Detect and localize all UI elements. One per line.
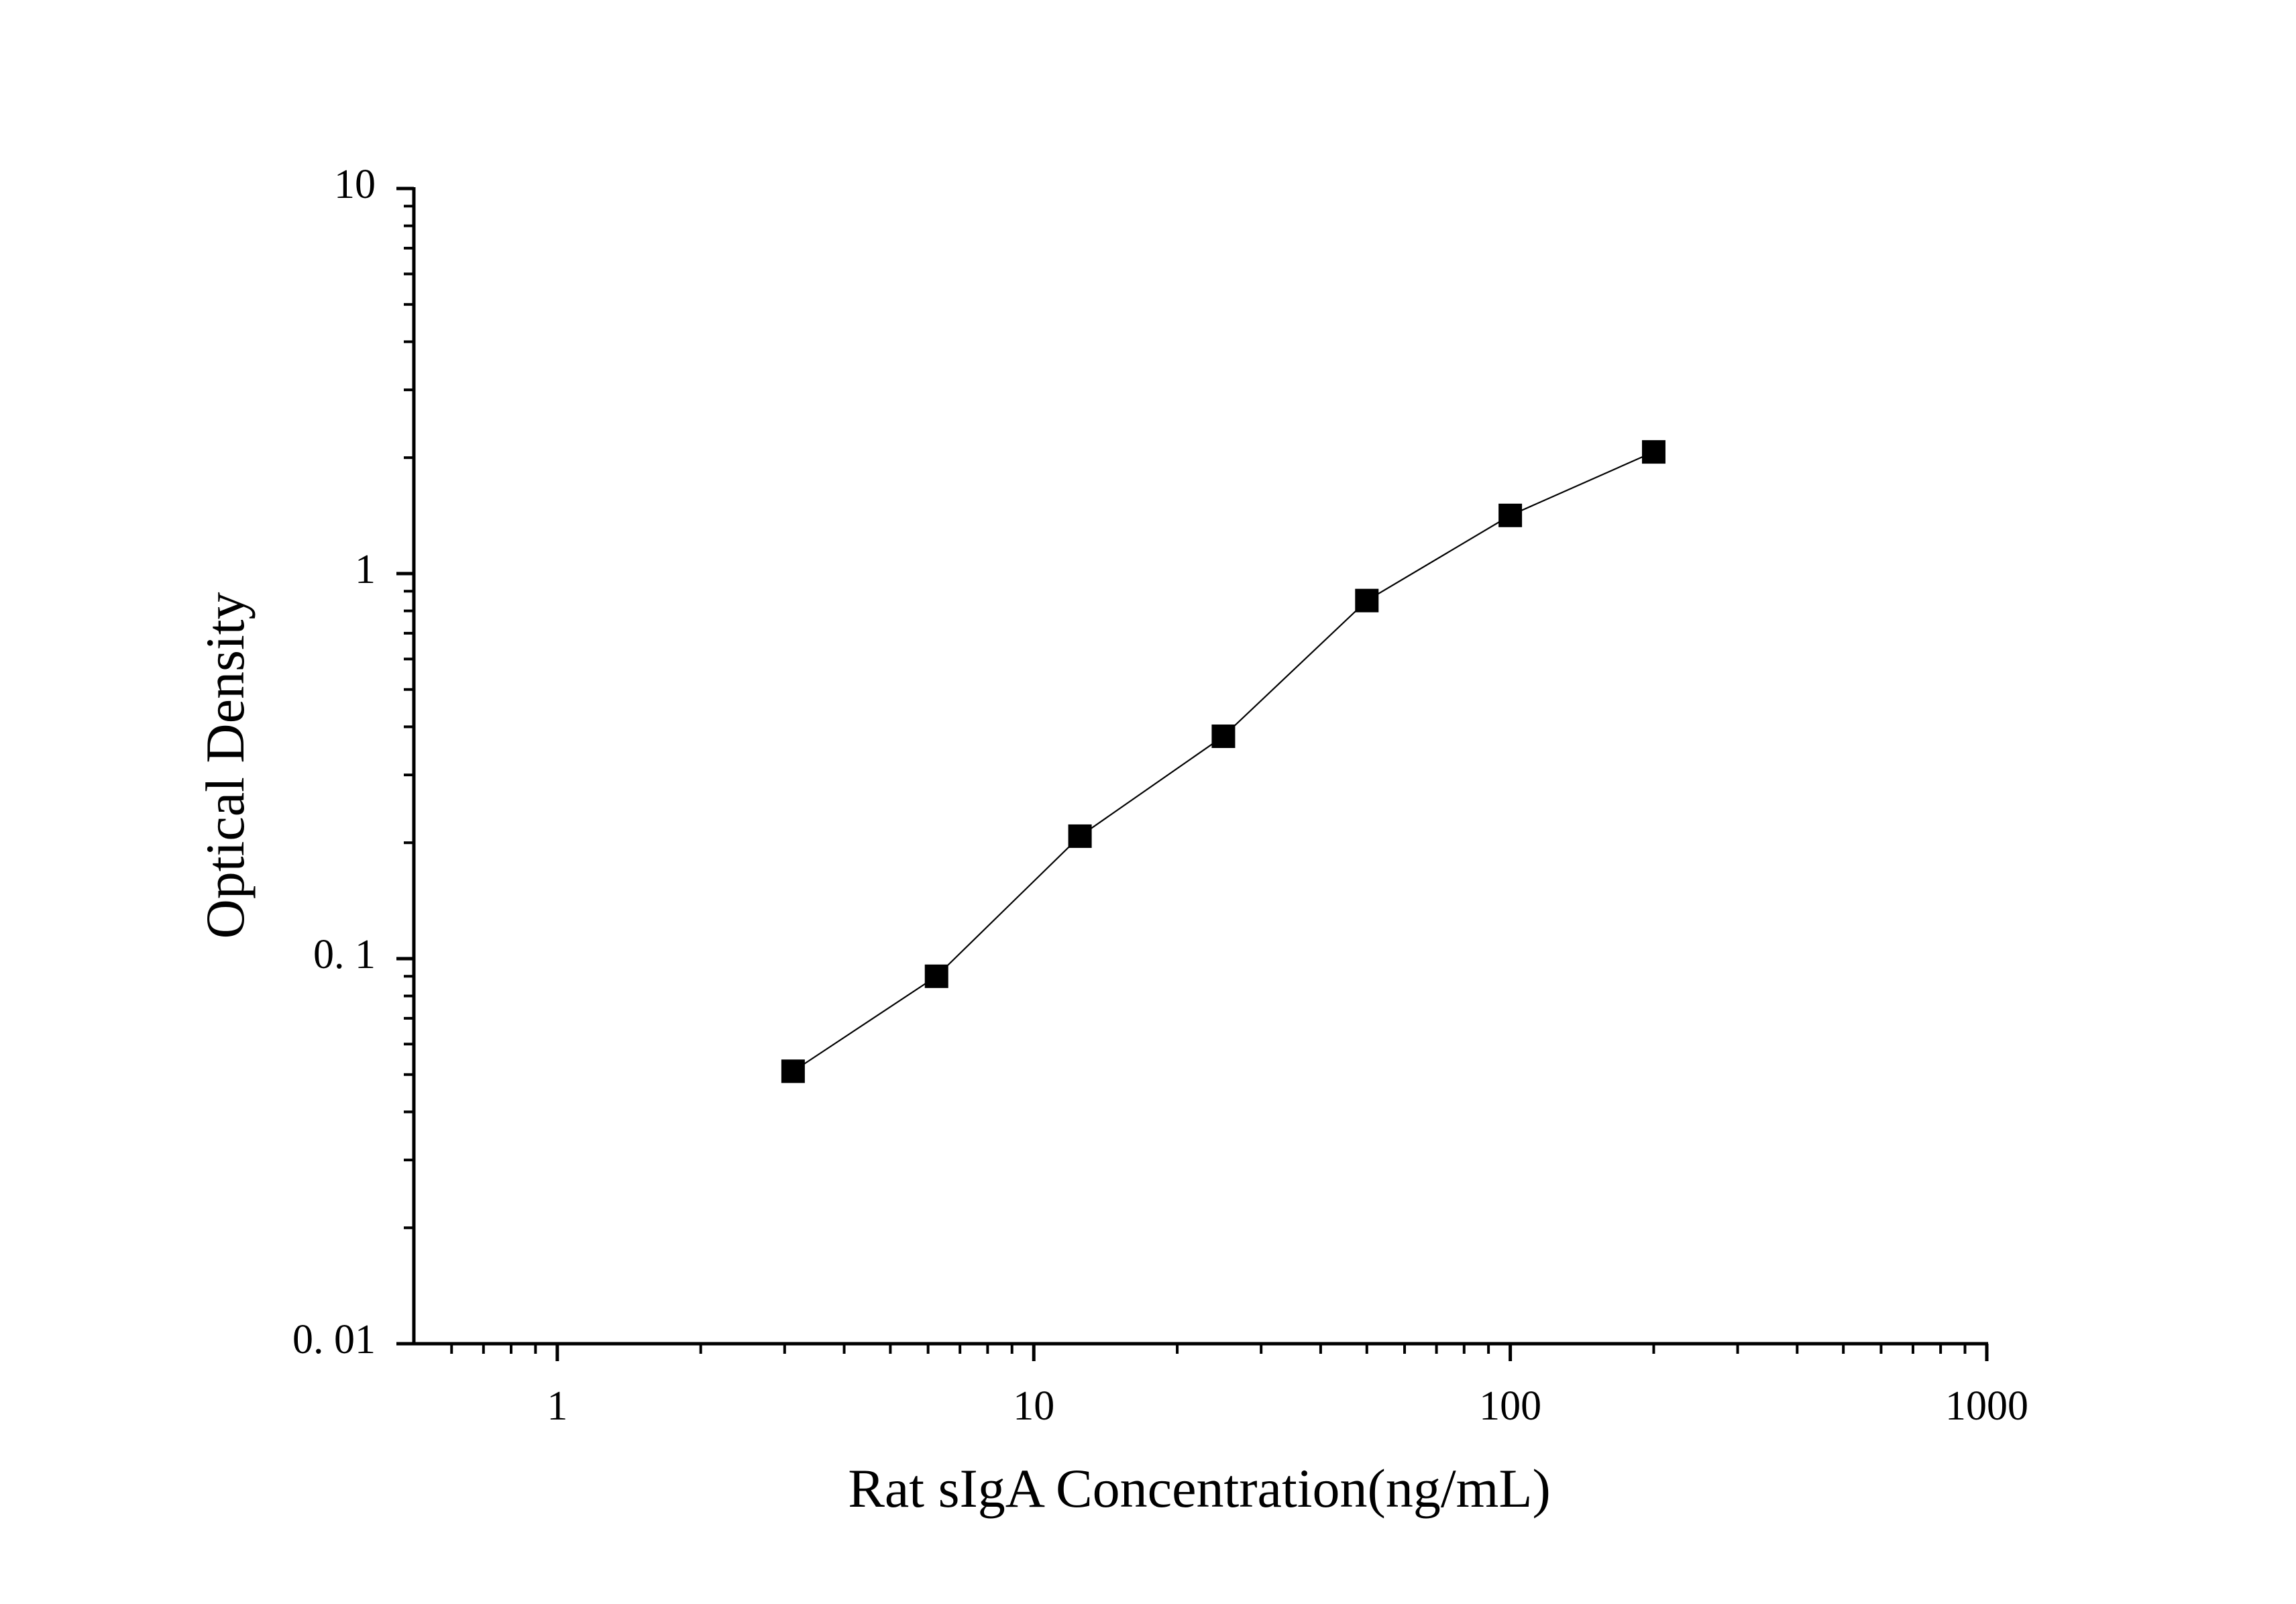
x-tick-label: 10 [1013,1383,1054,1429]
y-axis-label: Optical Density [195,592,256,939]
data-point [1355,588,1379,612]
y-tick-label: 10 [334,162,376,207]
data-point [1068,824,1092,848]
x-tick-label: 1000 [1945,1383,2028,1429]
y-tick-label: 0. 1 [313,932,376,977]
x-axis-label: Rat sIgA Concentration(ng/mL) [848,1458,1551,1519]
data-point [781,1059,805,1083]
data-line [792,451,1654,1072]
y-tick-label: 0. 01 [292,1317,376,1362]
data-point [1498,503,1523,527]
data-point [1211,725,1236,749]
x-tick-label: 100 [1479,1383,1541,1429]
data-point [1641,440,1665,464]
data-point [924,964,948,988]
x-tick-label: 1 [547,1383,567,1429]
y-tick-label: 1 [355,547,376,592]
